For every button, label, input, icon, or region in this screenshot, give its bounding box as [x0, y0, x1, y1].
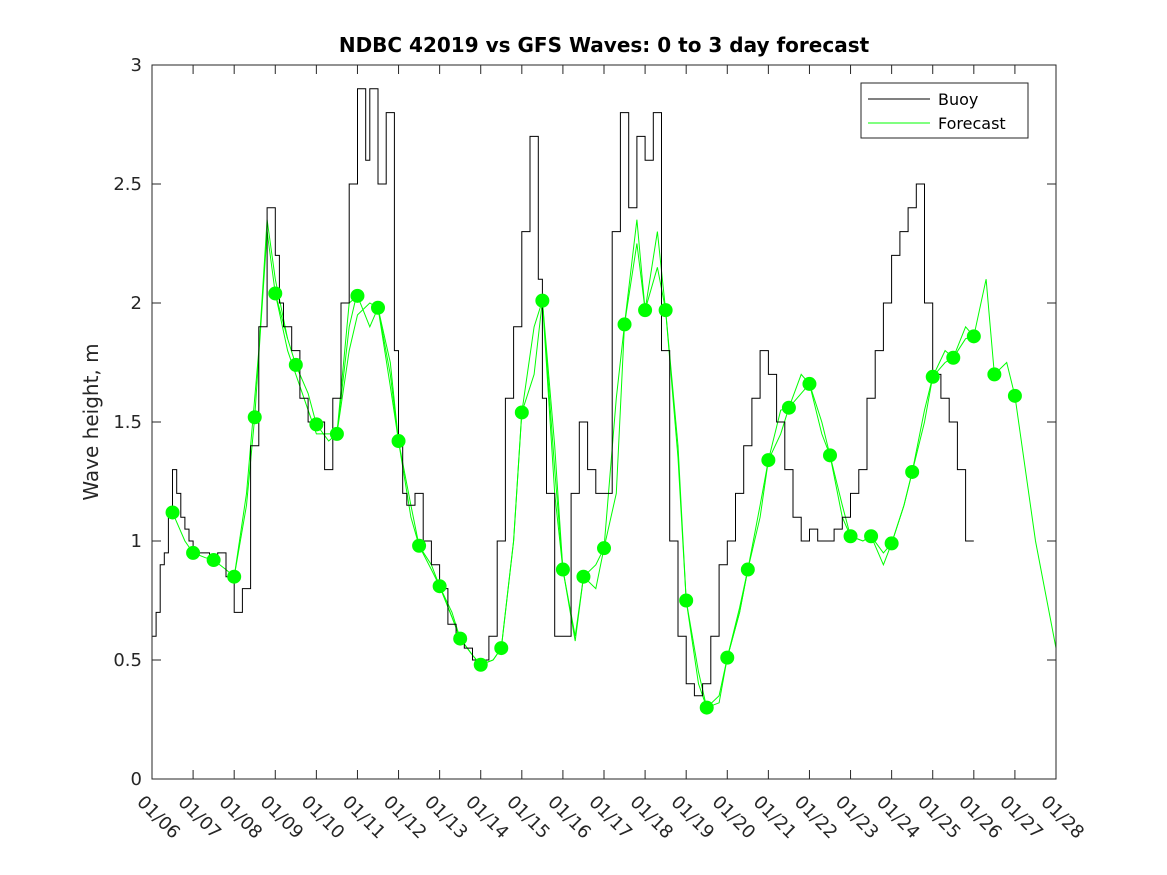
chart-title: NDBC 42019 vs GFS Waves: 0 to 3 day fore…	[339, 33, 870, 57]
forecast-marker	[329, 426, 344, 441]
forecast-marker	[165, 505, 180, 520]
y-tick-label: 3	[131, 55, 142, 76]
forecast-marker	[514, 405, 529, 420]
forecast-marker	[412, 538, 427, 553]
forecast-marker	[905, 464, 920, 479]
forecast-marker	[350, 288, 365, 303]
forecast-marker	[802, 376, 817, 391]
y-tick-label: 1	[131, 531, 142, 552]
forecast-marker	[966, 329, 981, 344]
forecast-marker	[987, 367, 1002, 382]
forecast-marker	[679, 593, 694, 608]
forecast-marker	[946, 350, 961, 365]
legend-forecast-label: Forecast	[938, 114, 1006, 133]
y-tick-label: 0.5	[113, 650, 142, 671]
forecast-marker	[740, 562, 755, 577]
forecast-marker	[473, 657, 488, 672]
y-tick-label: 2.5	[113, 174, 142, 195]
axes-box	[151, 64, 1057, 780]
forecast-marker	[597, 541, 611, 556]
forecast-marker	[247, 410, 262, 425]
forecast-marker	[288, 357, 303, 372]
forecast-marker	[884, 536, 899, 551]
forecast-marker	[617, 317, 632, 332]
forecast-marker	[391, 434, 406, 449]
forecast-marker	[864, 529, 879, 544]
forecast-marker	[309, 417, 324, 432]
legend-box	[860, 82, 1029, 139]
forecast-marker	[720, 650, 735, 665]
forecast-marker	[781, 400, 796, 415]
y-tick-label: 1.5	[113, 412, 142, 433]
forecast-marker	[1007, 388, 1022, 403]
buoy-series	[152, 88, 974, 697]
forecast-marker	[453, 631, 468, 646]
legend: Buoy Forecast	[860, 82, 1029, 139]
forecast-marker	[555, 562, 570, 577]
forecast-marker	[371, 300, 385, 315]
forecast-marker	[535, 293, 550, 308]
y-tick-labels: 0 0.5 1 1.5 2 2.5 3	[113, 55, 142, 790]
forecast-marker	[925, 369, 940, 384]
legend-buoy-label: Buoy	[938, 90, 978, 109]
forecast-marker	[843, 529, 858, 544]
forecast-marker	[638, 303, 653, 318]
plot-area	[152, 65, 1056, 779]
forecast-marker	[186, 545, 201, 560]
forecast-markers	[165, 286, 1022, 715]
forecast-marker	[206, 553, 221, 568]
forecast-marker	[227, 569, 242, 584]
forecast-marker	[823, 448, 837, 463]
y-tick-label: 0	[131, 769, 142, 790]
y-tick-label: 2	[131, 293, 142, 314]
forecast-marker	[432, 579, 447, 594]
y-axis-label: Wave height, m	[79, 343, 103, 500]
forecast-marker	[761, 453, 776, 468]
forecast-marker	[268, 286, 283, 301]
forecast-marker	[658, 303, 673, 318]
forecast-marker	[576, 569, 591, 584]
buoy-line	[152, 88, 974, 697]
forecast-marker	[494, 641, 509, 656]
forecast-marker	[699, 700, 714, 715]
